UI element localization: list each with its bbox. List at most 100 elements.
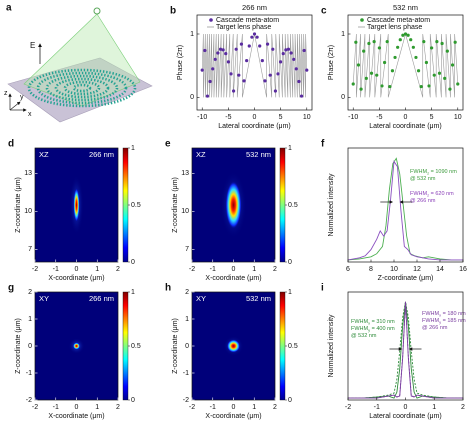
annotation-text: @ 266 nm [422,325,448,331]
phase-dot [450,63,455,67]
phase-dot [218,47,223,51]
metasurface-diagram: a E z y x [4,3,153,123]
annotation-text: = 185 nm [441,318,466,324]
x-tick-label: 2 [273,266,277,273]
x-tick-label: 2 [116,266,120,273]
phase-dot [211,67,215,71]
x-tick-label: 1 [95,266,99,273]
phase-dot [375,73,379,77]
y-tick-label: 10 [181,208,189,215]
phase-dot [437,71,442,75]
x-tick-label: -1 [374,404,380,411]
annotation-text: FWHM [422,311,440,317]
y-tick-label: -1 [183,370,189,377]
phase-dot [221,48,225,52]
phase-dot [294,67,298,71]
y-axis-label: Normalized intensity [328,173,335,237]
phase-dot [396,45,400,49]
y-tick-label: 1 [28,316,32,323]
x-tick-label: -10 [197,114,207,121]
x-tick-label: 1 [432,404,436,411]
x-tick-label: 1 [95,404,99,411]
annotation-sub: z [427,171,429,176]
panel-title: 532 nm [246,150,271,159]
y-axis-label: Z-coordinate (μm) [172,318,179,374]
phase-dot [430,46,434,50]
phase-dot [237,73,241,77]
x-tick-label: 1 [252,266,256,273]
phase-dot [356,63,361,67]
phase-dot [369,71,374,75]
x-tick-label: 2 [461,404,465,411]
legend-marker [209,18,213,22]
target-phase-line [201,33,308,98]
phase-dot [226,60,230,64]
phase-dot [382,60,387,65]
y-tick-label: 2 [185,289,189,296]
axis-y: y [20,94,24,101]
fwhm-annotation: FWHMz = 1090 nm [410,169,457,175]
phase-dot [239,42,244,46]
y-tick-label: 13 [24,170,32,177]
phase-dot [411,45,415,49]
fwhm-annotation: FWHMy = 185 nm [422,318,466,324]
focal-spot [73,188,80,222]
x-tick-label: 8 [369,266,373,273]
x-tick-label: 2 [273,404,277,411]
panel-label: e [165,139,171,150]
x-tick-label: 0 [404,114,408,121]
phase-dot [297,79,301,84]
phase-dot [213,57,217,61]
phase-dot [208,79,212,84]
panel-title: 266 nm [89,150,114,159]
colorbar [122,291,129,401]
phase-dot [409,38,413,42]
phase-dot [364,76,368,80]
phase-dot [380,84,384,88]
annotation-sub: y [439,320,441,325]
phase-dot [377,46,381,50]
phase-dot [388,84,392,89]
phase-dot [427,84,431,88]
phase-dot [403,32,408,36]
phase-dot [453,40,457,44]
x-tick-label: 0 [232,266,236,273]
y-tick-label: 7 [185,246,189,253]
x-tick-label: 0 [253,114,257,121]
x-tick-label: 10 [454,114,462,121]
annotation-text: FWHM [410,191,428,197]
panel-label: g [8,283,14,294]
x-tick-label: 5 [430,114,434,121]
fwhm-annotation: FWHMx = 310 nm [351,319,395,325]
phase-dot [247,44,251,48]
phase-dot [354,40,358,44]
meta-atom-rings [27,68,137,108]
phase-dot [263,79,267,83]
phase-dot [200,68,204,72]
x-tick-label: -2 [32,404,38,411]
x-tick-label: -5 [376,114,382,121]
annotation-text: = 310 nm [370,319,395,325]
fwhm-annotation: FWHMx = 180 nm [422,311,466,317]
panel-label: d [8,139,14,150]
plane-label: XZ [39,150,49,159]
x-tick-label: 0 [404,404,408,411]
phase-dot [245,59,249,63]
phase-dot [445,49,449,53]
phase-dot [302,48,306,53]
y-tick-label: 1 [185,316,189,323]
colorbar-tick-label: 1 [288,289,292,296]
axis-x: x [28,111,32,118]
annotation-sub: y [368,328,370,333]
panel-title: 532 nm [393,3,418,12]
y-axis-label: Phase (2π) [177,45,184,80]
annotation-text: @ 532 nm [410,176,436,182]
phase-dot [271,47,275,51]
intensity-line [347,157,463,261]
phase-dot [359,87,363,91]
x-tick-label: -10 [348,114,358,121]
phase-dot [255,35,259,39]
fwhm-annotation: FWHMz = 620 nm [410,191,454,197]
plane-label: XY [39,294,49,303]
